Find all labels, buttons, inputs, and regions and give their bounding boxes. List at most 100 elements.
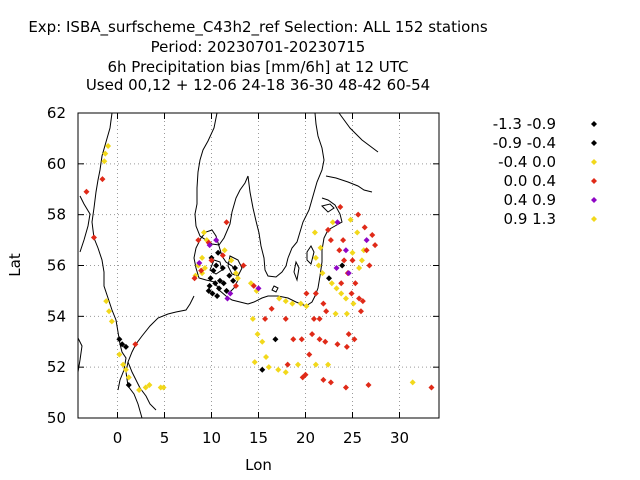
data-point bbox=[200, 229, 207, 236]
finland-coast bbox=[325, 175, 373, 193]
data-point bbox=[265, 364, 272, 371]
data-point bbox=[106, 308, 113, 315]
data-point bbox=[254, 331, 261, 338]
data-point bbox=[213, 237, 220, 244]
x-axis-label: Lon bbox=[245, 456, 272, 474]
data-point bbox=[338, 280, 345, 287]
title-line-1: Exp: ISBA_surfscheme_C43h2_ref Selection… bbox=[28, 18, 488, 37]
data-point bbox=[345, 270, 352, 277]
data-point bbox=[312, 361, 319, 368]
data-point bbox=[136, 387, 143, 394]
data-point bbox=[317, 244, 324, 251]
data-point bbox=[327, 379, 334, 386]
data-point bbox=[316, 336, 323, 343]
data-point bbox=[299, 374, 306, 381]
swedish-west-coast bbox=[247, 175, 289, 278]
data-point bbox=[356, 265, 363, 272]
data-point bbox=[312, 254, 319, 261]
data-point bbox=[223, 219, 230, 226]
data-point bbox=[325, 361, 332, 368]
data-point bbox=[215, 249, 222, 256]
data-point bbox=[212, 280, 219, 287]
data-point bbox=[132, 341, 139, 348]
x-tick-label: 20 bbox=[296, 429, 315, 447]
data-point bbox=[227, 290, 234, 297]
data-point bbox=[342, 247, 349, 254]
data-point bbox=[320, 376, 327, 383]
data-point bbox=[199, 254, 206, 261]
data-point bbox=[311, 229, 318, 236]
data-point bbox=[216, 285, 223, 292]
data-point bbox=[297, 300, 304, 307]
baltic-south-coast bbox=[247, 295, 307, 307]
y-tick-label: 52 bbox=[47, 358, 66, 376]
data-point bbox=[343, 343, 350, 350]
data-point bbox=[294, 361, 301, 368]
title-line-4: Used 00,12 + 12-06 24-18 36-30 48-42 60-… bbox=[86, 76, 430, 94]
x-tick-label: 5 bbox=[160, 429, 170, 447]
y-tick-label: 54 bbox=[47, 307, 66, 325]
data-point bbox=[223, 287, 230, 294]
data-point bbox=[210, 267, 217, 274]
data-point bbox=[282, 369, 289, 376]
data-point bbox=[351, 336, 358, 343]
data-point bbox=[221, 247, 228, 254]
data-point bbox=[214, 293, 221, 299]
data-point bbox=[339, 262, 346, 269]
legend-marker bbox=[591, 140, 597, 146]
data-point bbox=[250, 282, 257, 289]
gb-west-coast bbox=[79, 195, 91, 253]
data-point bbox=[101, 158, 108, 165]
y-tick-label: 50 bbox=[47, 409, 66, 427]
data-point bbox=[329, 219, 336, 226]
data-point bbox=[206, 282, 213, 289]
data-point bbox=[356, 295, 363, 302]
coastline-map bbox=[77, 112, 379, 419]
data-point bbox=[251, 359, 258, 366]
x-tick-label: 15 bbox=[249, 429, 268, 447]
legend-label: 0.4 0.9 bbox=[504, 191, 556, 209]
data-point bbox=[363, 237, 370, 244]
legend-marker bbox=[591, 197, 597, 203]
data-point bbox=[146, 381, 153, 388]
data-point bbox=[116, 336, 123, 343]
data-point bbox=[355, 211, 362, 218]
data-point bbox=[249, 315, 256, 322]
data-point bbox=[363, 247, 370, 254]
data-point bbox=[230, 277, 237, 284]
data-point bbox=[259, 366, 266, 373]
data-point bbox=[303, 290, 310, 297]
data-point bbox=[284, 361, 291, 368]
data-point bbox=[255, 285, 262, 292]
legend-label: -1.3 -0.9 bbox=[493, 115, 556, 133]
data-point bbox=[336, 247, 343, 254]
funen-island bbox=[209, 259, 223, 275]
data-point bbox=[342, 295, 349, 302]
x-tick-label: 0 bbox=[113, 429, 123, 447]
data-point bbox=[259, 338, 266, 345]
data-point bbox=[310, 315, 317, 322]
data-point bbox=[122, 343, 129, 350]
data-point bbox=[195, 237, 202, 244]
data-point bbox=[219, 265, 226, 272]
data-point bbox=[359, 298, 366, 305]
data-point bbox=[224, 295, 231, 302]
data-point bbox=[327, 237, 334, 244]
data-point bbox=[207, 275, 214, 282]
data-point bbox=[289, 300, 296, 307]
data-point bbox=[125, 374, 132, 381]
gotland-island bbox=[306, 245, 315, 265]
data-point bbox=[323, 308, 330, 315]
data-point bbox=[325, 226, 332, 233]
data-point bbox=[357, 308, 364, 315]
data-point bbox=[315, 262, 322, 269]
data-point bbox=[306, 351, 313, 358]
data-point bbox=[99, 176, 106, 183]
data-point bbox=[275, 366, 282, 373]
data-point bbox=[342, 384, 349, 391]
data-point bbox=[290, 336, 297, 343]
data-point bbox=[337, 204, 344, 211]
data-point bbox=[332, 310, 339, 317]
data-point bbox=[83, 188, 90, 195]
data-point bbox=[320, 300, 327, 307]
